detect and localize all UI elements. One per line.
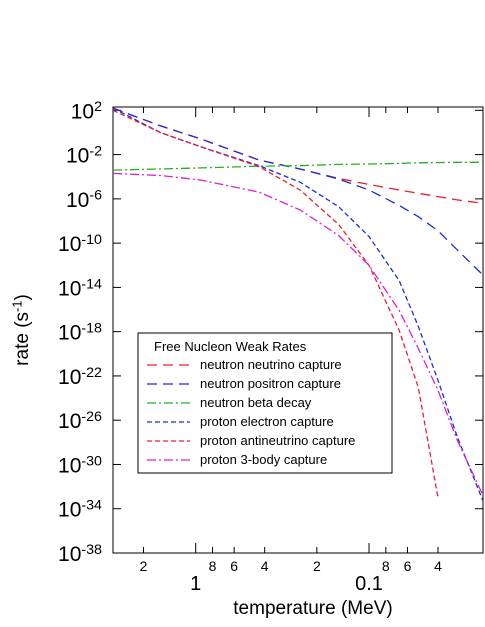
legend-box <box>137 332 393 474</box>
y-axis-label: rate (s-1) <box>10 294 33 366</box>
legend-title: Free Nucleon Weak Rates <box>154 339 307 354</box>
legend-label: neutron beta decay <box>200 395 312 410</box>
y-tick-label: 10-10 <box>58 232 102 256</box>
x-tick-label: 6 <box>404 558 412 574</box>
x-tick-label: 1 <box>190 573 201 595</box>
x-tick-label: 4 <box>261 558 269 574</box>
y-tick-label: 10-6 <box>66 188 102 212</box>
legend-label: neutron neutrino capture <box>200 357 342 372</box>
legend-label: proton antineutrino capture <box>200 433 355 448</box>
legend-label: proton electron capture <box>200 414 334 429</box>
y-tick-label: 10-14 <box>58 276 102 300</box>
x-tick-label: 6 <box>230 558 238 574</box>
x-tick-label: 0.1 <box>355 573 383 595</box>
legend-label: proton 3-body capture <box>200 452 327 467</box>
y-tick-label: 10-30 <box>58 453 102 477</box>
x-tick-label: 8 <box>382 558 390 574</box>
x-tick-label: 4 <box>434 558 442 574</box>
x-axis-label: temperature (MeV) <box>233 598 392 619</box>
y-tick-label: 10-38 <box>58 542 102 566</box>
plot-frame <box>112 106 484 554</box>
x-tick-label: 2 <box>140 558 148 574</box>
series-line <box>113 161 483 171</box>
y-tick-label: 10-34 <box>58 498 102 522</box>
series-line <box>113 172 483 496</box>
y-tick-label: 10-22 <box>58 365 102 389</box>
y-tick-label: 102 <box>71 99 102 123</box>
series-line <box>113 109 439 498</box>
y-tick-label: 10-2 <box>66 143 102 167</box>
y-tick-label: 10-26 <box>58 409 102 433</box>
plot-area <box>113 107 483 502</box>
legend-label: neutron positron capture <box>200 376 341 391</box>
series-line <box>113 107 483 276</box>
y-tick-label: 10-18 <box>58 321 102 345</box>
x-tick-label: 2 <box>313 558 321 574</box>
x-tick-label: 8 <box>209 558 217 574</box>
